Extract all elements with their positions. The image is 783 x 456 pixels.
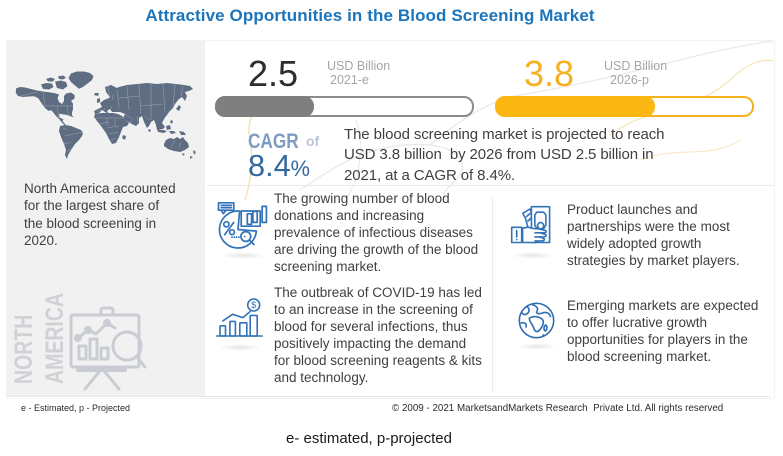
svg-text:$: $ [251,300,256,310]
